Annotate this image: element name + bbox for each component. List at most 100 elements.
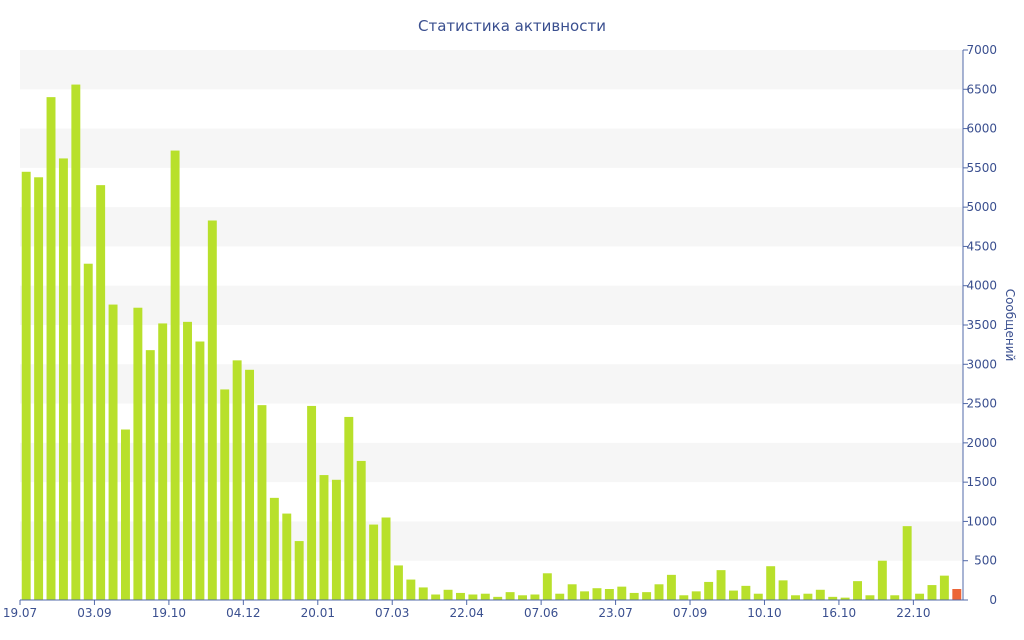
bar[interactable] [567, 584, 577, 600]
y-tick-label: 5000 [966, 200, 997, 214]
bar[interactable] [766, 566, 776, 600]
x-tick-label: 04.12 [226, 606, 260, 620]
y-tick-label: 2500 [966, 397, 997, 411]
bar[interactable] [456, 592, 465, 600]
bar[interactable] [282, 513, 292, 600]
bar[interactable] [518, 595, 527, 600]
y-tick-label: 3000 [966, 357, 997, 371]
bar[interactable] [840, 597, 850, 600]
bar[interactable] [530, 594, 540, 601]
bar[interactable] [331, 479, 341, 600]
bar[interactable] [480, 593, 490, 600]
bar[interactable] [71, 84, 81, 601]
x-tick-label: 22.04 [450, 606, 484, 620]
bar[interactable] [34, 177, 44, 601]
x-tick-label: 19.10 [152, 606, 186, 620]
bar[interactable] [170, 150, 180, 601]
bar[interactable] [393, 565, 403, 600]
bar[interactable] [617, 586, 627, 600]
bar[interactable] [716, 570, 726, 600]
bar[interactable] [865, 595, 875, 600]
bar[interactable] [691, 591, 701, 600]
bar[interactable] [915, 593, 925, 600]
x-tick-label: 07.06 [524, 606, 558, 620]
bar[interactable] [555, 593, 565, 600]
bar[interactable] [753, 593, 763, 600]
bar[interactable] [629, 592, 639, 600]
bar[interactable] [666, 574, 676, 600]
bar[interactable] [406, 579, 416, 600]
bar[interactable] [927, 585, 937, 600]
y-tick-label: 500 [974, 554, 997, 568]
bar[interactable] [21, 171, 31, 601]
bar[interactable] [344, 416, 354, 600]
x-tick-label: 10.10 [747, 606, 781, 620]
bar[interactable] [108, 304, 118, 600]
bar[interactable] [642, 592, 652, 600]
grid-band [20, 128, 963, 168]
bar[interactable] [542, 573, 552, 600]
bar[interactable] [741, 585, 751, 600]
bar[interactable] [381, 517, 391, 601]
bar[interactable] [58, 158, 68, 600]
bar[interactable] [183, 321, 192, 600]
bar[interactable] [952, 589, 962, 600]
bar[interactable] [195, 341, 205, 601]
bar[interactable] [505, 592, 515, 600]
grid-band [20, 207, 963, 247]
bar[interactable] [728, 590, 738, 600]
bar[interactable] [46, 97, 56, 601]
bar[interactable] [803, 593, 813, 600]
bar[interactable] [257, 405, 267, 600]
y-tick-label: 4500 [966, 239, 997, 253]
bar[interactable] [418, 587, 428, 600]
bar[interactable] [307, 405, 317, 600]
y-tick-label: 7000 [966, 43, 997, 57]
y-tick-label: 6000 [966, 122, 997, 136]
bar[interactable] [493, 596, 503, 600]
bar[interactable] [158, 323, 168, 600]
bar[interactable] [828, 596, 838, 600]
x-tick-label: 07.03 [375, 606, 409, 620]
y-tick-label: 1000 [966, 514, 997, 528]
bar[interactable] [468, 594, 478, 601]
y-tick-label: 4000 [966, 279, 997, 293]
bar[interactable] [220, 389, 230, 600]
bar[interactable] [592, 588, 602, 600]
bar[interactable] [207, 220, 217, 601]
bar[interactable] [443, 589, 453, 600]
bar[interactable] [604, 589, 614, 600]
bar[interactable] [791, 595, 800, 600]
y-axis-label: Сообщений [1003, 289, 1017, 362]
bar[interactable] [939, 575, 949, 600]
bar[interactable] [245, 369, 255, 600]
bar[interactable] [232, 360, 242, 600]
bar[interactable] [778, 580, 788, 600]
bar[interactable] [356, 460, 366, 600]
bar[interactable] [580, 591, 590, 600]
x-tick-label: 19.07 [3, 606, 37, 620]
bar[interactable] [853, 581, 862, 600]
bar[interactable] [679, 595, 689, 600]
bar[interactable] [431, 594, 441, 601]
bar[interactable] [890, 595, 900, 600]
bar[interactable] [704, 581, 714, 600]
bar[interactable] [369, 524, 379, 600]
bar[interactable] [319, 475, 329, 600]
bar[interactable] [902, 526, 912, 600]
y-tick-label: 2000 [966, 436, 997, 450]
bar[interactable] [654, 584, 664, 600]
bar[interactable] [815, 589, 825, 600]
bars [21, 84, 962, 601]
bar[interactable] [96, 185, 106, 600]
bar[interactable] [294, 541, 304, 600]
bar[interactable] [269, 497, 279, 600]
grid-band [20, 50, 963, 90]
bar[interactable] [121, 429, 130, 601]
bar[interactable] [145, 350, 155, 600]
bar[interactable] [877, 560, 887, 600]
bar[interactable] [133, 307, 143, 600]
bar[interactable] [83, 263, 93, 600]
